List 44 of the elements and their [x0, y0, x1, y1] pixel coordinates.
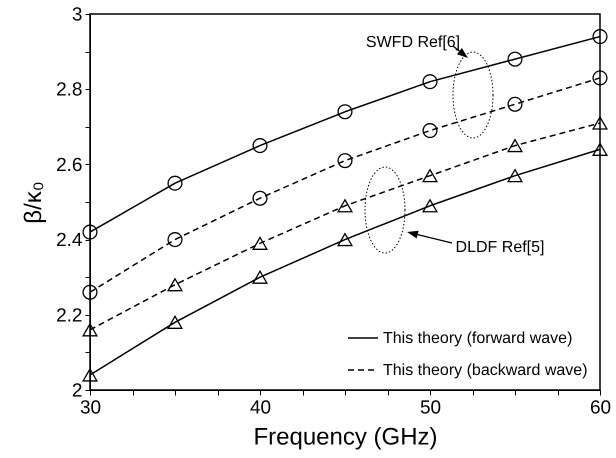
- point: [252, 270, 268, 284]
- point: [592, 116, 608, 130]
- point: [167, 176, 183, 191]
- point: [507, 138, 523, 152]
- point: [252, 236, 268, 250]
- point: [82, 284, 98, 300]
- y-tick-label: 2.6: [56, 154, 82, 176]
- legend-label: This theory (forward wave): [383, 330, 572, 347]
- point: [592, 29, 608, 44]
- point: [252, 138, 268, 154]
- point: [167, 316, 183, 329]
- point: [82, 368, 98, 382]
- point: [507, 52, 523, 67]
- y-tick-label: 2.8: [56, 80, 82, 101]
- y-tick-label: 2.2: [56, 305, 82, 326]
- point: [337, 104, 353, 120]
- y-tick-label: 3: [72, 4, 82, 26]
- point: [507, 96, 523, 112]
- point: [252, 190, 268, 206]
- x-tick-label: 60: [590, 398, 612, 418]
- point: [82, 323, 98, 336]
- point: [337, 199, 353, 212]
- y-axis-title: β/κ₀: [20, 181, 48, 224]
- annotation: SWFD Ref[6]: [366, 34, 460, 51]
- x-tick-label: 40: [250, 398, 272, 418]
- point: [422, 123, 438, 138]
- point: [167, 278, 183, 292]
- x-axis-title: Frequency (GHz): [253, 424, 438, 450]
- point: [337, 232, 353, 246]
- x-tick-label: 30: [80, 398, 102, 418]
- point: [422, 169, 438, 182]
- point: [337, 153, 353, 168]
- point: [592, 70, 608, 86]
- point: [592, 142, 608, 156]
- point: [422, 199, 438, 212]
- point: [507, 169, 523, 182]
- point: [167, 232, 183, 248]
- point: [422, 74, 438, 90]
- y-tick-label: 2: [72, 380, 82, 402]
- y-tick-label: 2.4: [56, 230, 83, 252]
- legend-label: This theory (backward wave): [383, 362, 588, 379]
- annotation: DLDF Ref[5]: [456, 239, 544, 256]
- point: [82, 224, 98, 240]
- x-tick-label: 50: [420, 398, 442, 418]
